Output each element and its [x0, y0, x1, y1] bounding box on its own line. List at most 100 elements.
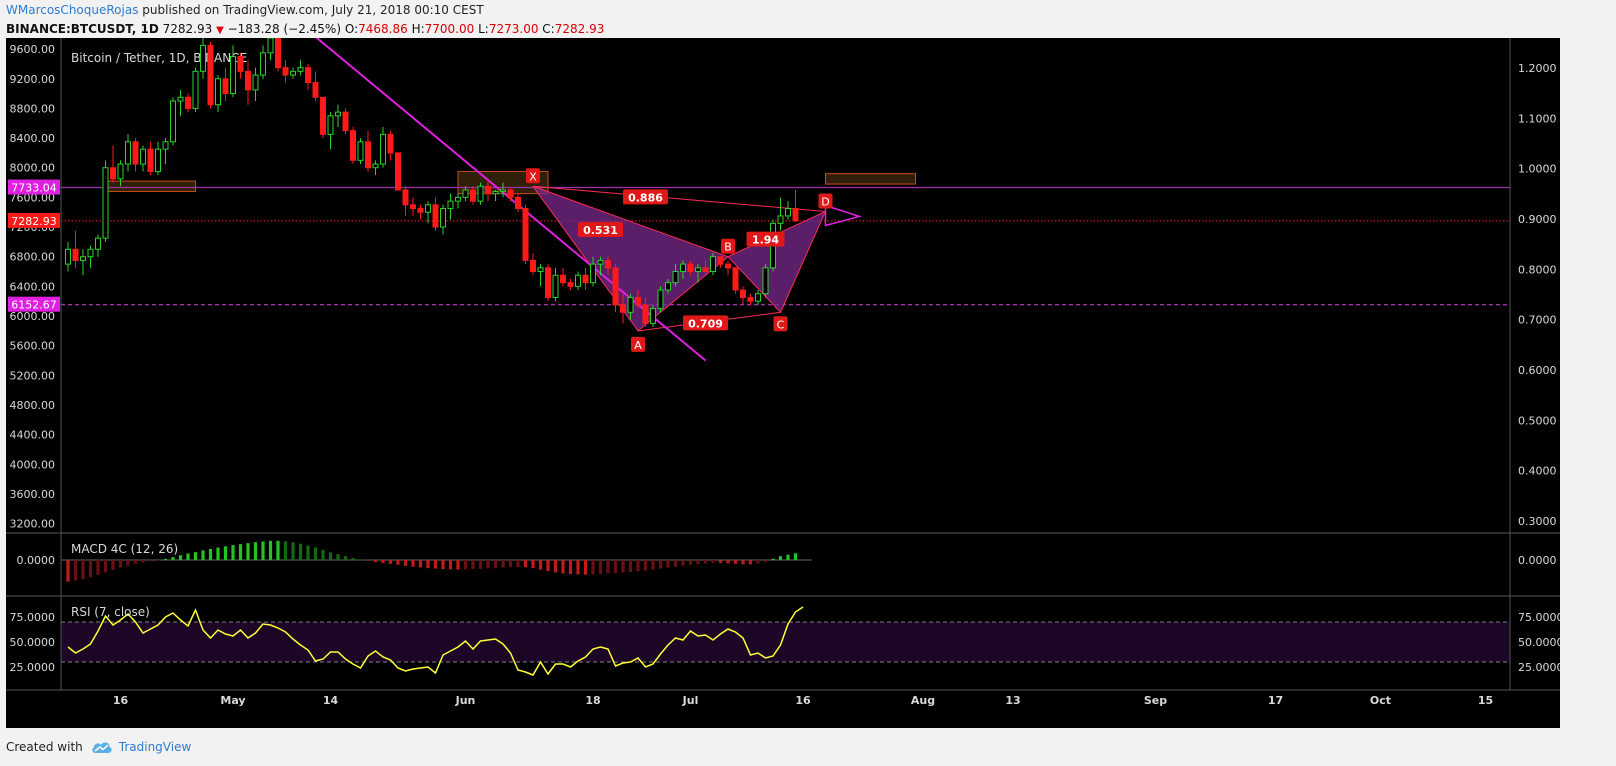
candle [702, 260, 709, 276]
candle [387, 130, 394, 161]
time-tick-label: Oct [1370, 694, 1391, 707]
candle-body [110, 167, 116, 180]
price-tag-box [8, 296, 60, 312]
macd-bar [73, 560, 78, 581]
macd-bar [538, 560, 543, 570]
candle-body [275, 38, 281, 69]
candle-body [335, 111, 341, 117]
price-tag-text: 6152.67 [11, 299, 57, 312]
macd-bar [771, 558, 775, 560]
price-tick-label: 6000.00 [10, 310, 56, 323]
macd-bar [718, 560, 723, 563]
macd-bar [103, 560, 108, 573]
candle [515, 193, 521, 213]
candle [80, 249, 86, 276]
candle [87, 245, 94, 268]
candle [335, 104, 341, 127]
candle-body [102, 167, 109, 239]
price-tag-box [8, 179, 60, 195]
macd-bar [756, 560, 760, 564]
price-tick-label: 3200.00 [10, 518, 56, 531]
candle [582, 267, 589, 291]
macd-bar [456, 560, 460, 570]
macd-bar [583, 560, 588, 575]
candle [552, 267, 559, 302]
candle [695, 264, 701, 283]
close-value: 7282.93 [554, 22, 605, 36]
candle-body [500, 189, 506, 192]
candle-body [702, 267, 709, 273]
macd-bar [276, 540, 280, 560]
right-scale-tick-label: 0.9000 [1518, 213, 1557, 226]
harmonic-triangle-bcd [728, 211, 826, 313]
candle-body [740, 289, 746, 298]
candle-body [387, 133, 394, 154]
candle [522, 204, 529, 265]
candle [327, 112, 334, 150]
candle [537, 264, 544, 287]
candle-body [605, 259, 611, 269]
macd-bar [508, 560, 513, 568]
candle-body [80, 256, 86, 261]
price-tick-label: 7600.00 [10, 191, 56, 204]
footer: Created with TradingView [6, 740, 191, 754]
candle-body [357, 141, 364, 161]
macd-bar [568, 560, 573, 574]
candle [117, 160, 124, 187]
ratio-label-text: 0.709 [688, 317, 723, 330]
candle [785, 201, 791, 220]
downtrend-line [315, 38, 707, 362]
published-text: published on TradingView.com, July 21, 2… [142, 3, 484, 17]
candle-body [710, 256, 716, 273]
time-tick-label: Sep [1144, 694, 1167, 707]
candle-body [162, 141, 169, 150]
macd-bar [681, 560, 685, 566]
candle-body [612, 267, 619, 306]
chart-canvas[interactable]: Bitcoin / Tether, 1D, BINANCE X A B C D 0.531 0… [6, 38, 1560, 728]
candle-body [665, 282, 671, 291]
candle [642, 297, 649, 328]
candle [560, 267, 566, 287]
price-tick-label: 6800.00 [10, 251, 56, 264]
candle-body [432, 204, 439, 228]
macd-bar [231, 545, 235, 560]
candle-body [785, 208, 791, 217]
high-label: H: [411, 22, 425, 36]
tradingview-link[interactable]: TradingView [91, 740, 191, 754]
candle [672, 264, 679, 287]
candle-body [192, 70, 199, 109]
high-value: 7700.00 [424, 22, 475, 36]
candle [635, 290, 641, 309]
candle-body [522, 208, 529, 261]
price-pane[interactable]: Bitcoin / Tether, 1D, BINANCE X A B C D 0.531 0… [61, 38, 1510, 362]
candle [440, 204, 446, 235]
macd-bar [261, 541, 265, 560]
candle-body [312, 81, 319, 98]
candle [792, 189, 799, 222]
candle-body [597, 259, 604, 265]
macd-bar [96, 560, 100, 575]
macd-bar [793, 553, 798, 560]
candle [365, 130, 371, 172]
rsi-pane[interactable]: RSI (7, close) [61, 605, 1510, 676]
point-label-box [773, 316, 788, 332]
time-tick-label: 18 [585, 694, 600, 707]
candle [357, 138, 364, 165]
price-tick-label: 5200.00 [10, 369, 56, 382]
macd-pane[interactable]: MACD 4C (12, 26) [61, 540, 812, 582]
candle [762, 264, 769, 298]
point-label-text: D [821, 195, 829, 208]
macd-bar [471, 560, 475, 570]
candle-body [95, 237, 101, 250]
author-link[interactable]: WMarcosChoqueRojas [6, 3, 139, 17]
candle-body [245, 70, 251, 91]
macd-bar [621, 560, 625, 573]
candle-body [530, 259, 536, 273]
macd-bar [178, 555, 183, 560]
candle [402, 186, 409, 216]
macd-bar [666, 560, 670, 568]
candle-body [635, 296, 641, 306]
macd-bar [433, 560, 438, 569]
candle [192, 67, 199, 113]
macd-bar [373, 560, 378, 562]
